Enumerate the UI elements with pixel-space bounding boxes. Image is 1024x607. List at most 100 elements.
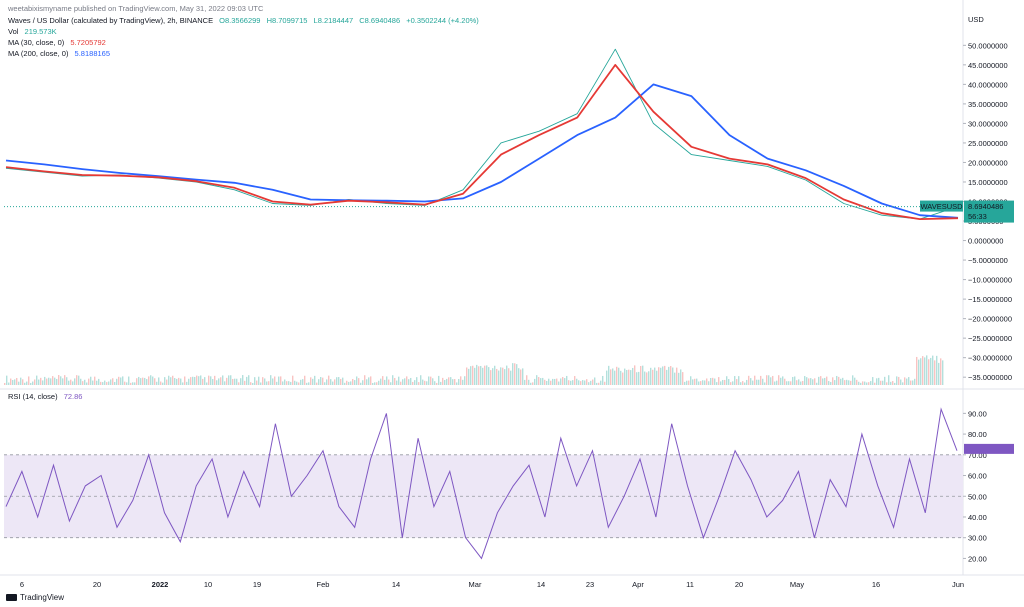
volume-bar (660, 367, 662, 385)
price-tick-label: 30.0000000 (968, 119, 1008, 128)
volume-bar (402, 379, 404, 385)
rsi-legend[interactable]: RSI (14, close) 72.86 (8, 392, 82, 402)
volume-bar (860, 382, 862, 385)
volume-bar (308, 382, 310, 385)
volume-bar (64, 375, 66, 385)
volume-bar (446, 378, 448, 385)
price-tick-label: 20.0000000 (968, 158, 1008, 167)
volume-bar (160, 381, 162, 385)
volume-bar (408, 379, 410, 385)
volume-legend[interactable]: Vol 219.573K (8, 27, 57, 37)
volume-bar (150, 375, 152, 385)
volume-bar (442, 377, 444, 385)
volume-bar (268, 381, 270, 385)
volume-bar (570, 380, 572, 385)
volume-bar (692, 379, 694, 385)
last-price-tag (964, 200, 1014, 223)
volume-bar (876, 378, 878, 385)
price-tick-label: −30.0000000 (968, 354, 1012, 363)
rsi-tick-label: 90.00 (968, 409, 987, 418)
ohlc-close: C8.6940486 (359, 16, 401, 25)
volume-bar (112, 378, 114, 385)
volume-bar (682, 372, 684, 385)
volume-bar (722, 379, 724, 385)
volume-bar (864, 381, 866, 385)
volume-bar (376, 382, 378, 385)
ma30-line (5, 64, 959, 221)
volume-bar (668, 366, 670, 385)
volume-bar (58, 375, 60, 385)
volume-bar (620, 370, 622, 385)
volume-bar (772, 375, 774, 385)
volume-bar (558, 381, 560, 385)
volume-bar (656, 370, 658, 385)
volume-bar (522, 368, 524, 385)
volume-bar (932, 355, 934, 385)
volume-bar (752, 380, 754, 385)
volume-bar (418, 382, 420, 385)
volume-bar (312, 378, 314, 385)
price-tick-label: −25.0000000 (968, 334, 1012, 343)
tradingview-logo[interactable]: TradingView (6, 593, 64, 602)
volume-bar (154, 378, 156, 385)
volume-bar (202, 378, 204, 385)
time-axis-label: 16 (872, 580, 880, 589)
volume-bar (878, 377, 880, 385)
volume-bar (54, 377, 56, 385)
volume-bar (720, 381, 722, 385)
volume-bar (390, 382, 392, 385)
volume-bar (622, 372, 624, 385)
volume-bar (320, 377, 322, 385)
volume-bar (116, 378, 118, 385)
volume-bar (388, 379, 390, 385)
volume-bar (768, 375, 770, 385)
volume-bar (812, 379, 814, 385)
volume-bar (22, 379, 24, 385)
volume-bar (606, 370, 608, 385)
volume-bar (222, 375, 224, 385)
volume-bar (10, 378, 12, 385)
symbol-price-tag (920, 200, 963, 212)
volume-bar (428, 376, 430, 385)
volume-bar (798, 379, 800, 385)
volume-bar (920, 358, 922, 385)
volume-bar (880, 380, 882, 385)
time-axis-label: Feb (317, 580, 330, 589)
volume-bar (830, 381, 832, 385)
volume-bar (12, 380, 14, 385)
volume-bar (168, 375, 170, 385)
volume-bar (822, 378, 824, 385)
volume-bar (464, 376, 466, 385)
volume-bar (342, 377, 344, 385)
ma200-legend[interactable]: MA (200, close, 0) 5.8188165 (8, 49, 110, 59)
volume-bar (82, 381, 84, 385)
volume-bar (608, 365, 610, 385)
volume-bar (42, 380, 44, 385)
volume-bar (122, 376, 124, 385)
volume-bar (18, 381, 20, 385)
volume-bar (214, 375, 216, 385)
volume-bar (138, 376, 140, 385)
volume-bar (924, 357, 926, 385)
volume-bar (396, 380, 398, 385)
volume-bar (140, 378, 142, 385)
volume-bar (316, 382, 318, 385)
volume-bar (126, 382, 128, 385)
volume-bar (670, 366, 672, 385)
volume-bar (524, 379, 526, 385)
publisher-watermark: weetabixismyname published on TradingVie… (8, 4, 264, 13)
ohlc-change: +0.3502244 (+4.20%) (406, 16, 479, 25)
volume-bar (180, 378, 182, 385)
volume-bar (218, 378, 220, 385)
time-axis-label: 2022 (152, 580, 169, 589)
volume-bar (478, 366, 480, 385)
volume-bar (484, 365, 486, 385)
volume-bar (326, 379, 328, 385)
volume-bar (846, 379, 848, 385)
ma30-legend[interactable]: MA (30, close, 0) 5.7205792 (8, 38, 106, 48)
volume-bar (188, 378, 190, 385)
volume-bar (474, 367, 476, 385)
volume-bar (538, 377, 540, 385)
volume-bar (440, 381, 442, 385)
